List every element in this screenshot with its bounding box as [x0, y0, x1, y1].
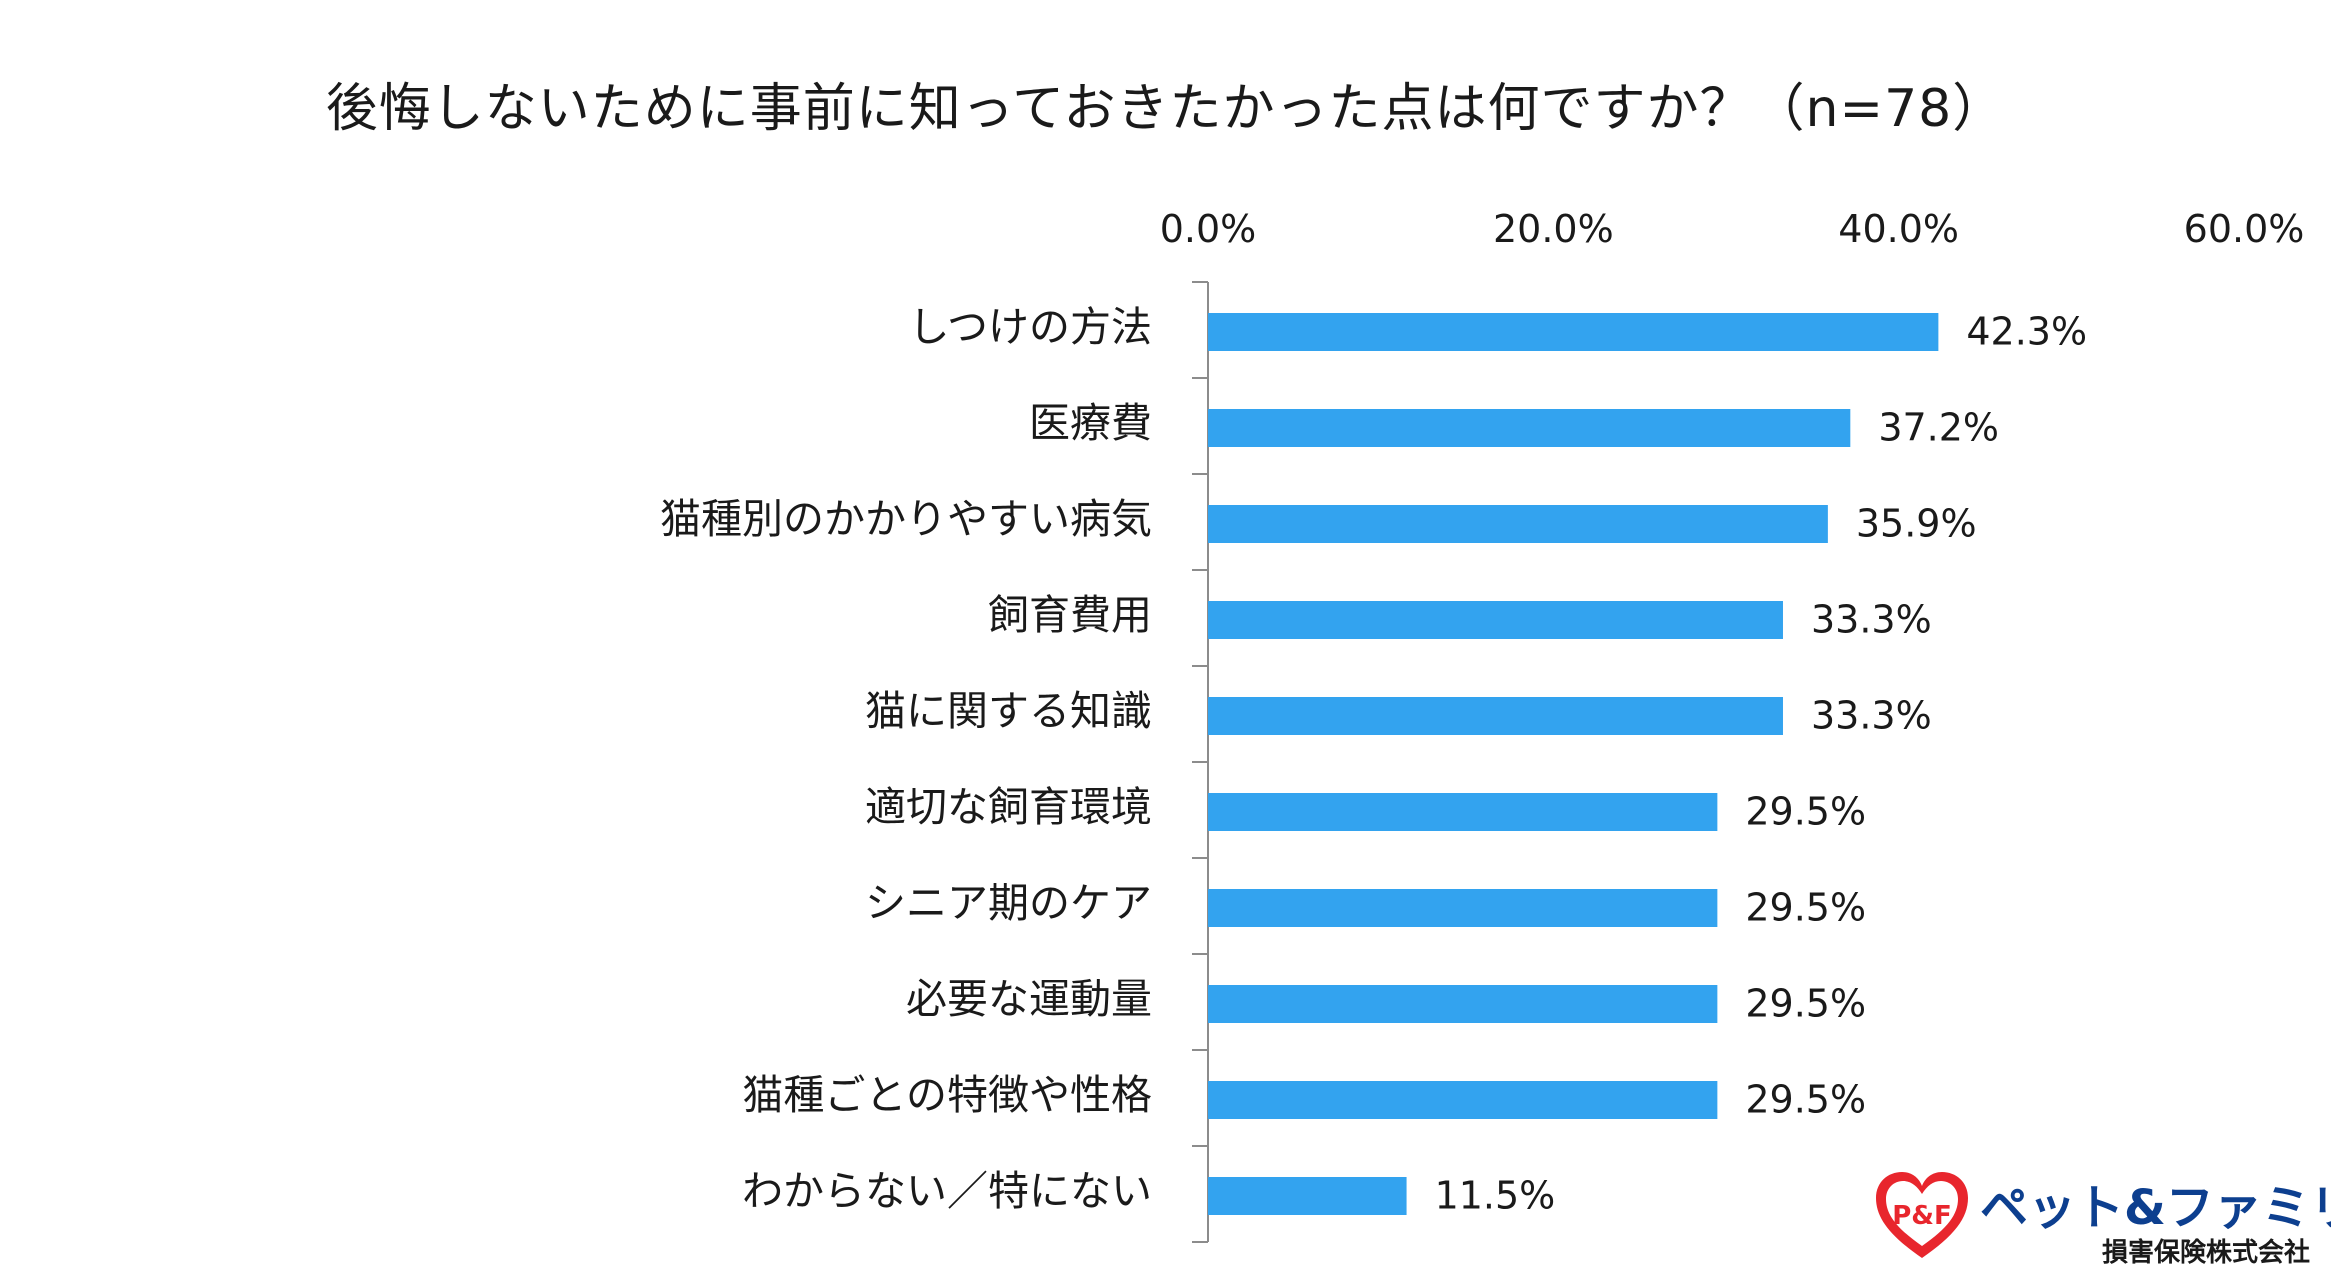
value-label: 29.5%	[1745, 982, 1866, 1026]
y-axis	[1192, 281, 1209, 1243]
category-label: シニア期のケア	[865, 879, 1152, 927]
value-label: 42.3%	[1966, 310, 2087, 354]
bar	[1208, 505, 1828, 543]
logo-mark-text: P&F	[1892, 1201, 1952, 1231]
bar	[1208, 793, 1718, 831]
category-label: 必要な運動量	[906, 975, 1152, 1023]
bars	[1208, 313, 1939, 1215]
bar	[1208, 985, 1718, 1023]
value-labels: 42.3% 37.2% 35.9% 33.3% 33.3% 29.5% 29.5% 29.5%…	[1435, 310, 2088, 1218]
category-label: 猫種別のかかりやすい病気	[660, 495, 1152, 543]
chart-title: 後悔しないために事前に知っておきたかった点は何ですか？（n=78）	[325, 79, 2006, 139]
value-label: 35.9%	[1856, 502, 1977, 546]
value-label: 37.2%	[1878, 406, 1999, 450]
bar	[1208, 409, 1851, 447]
value-label: 33.3%	[1811, 694, 1932, 738]
x-tick-label: 60.0%	[2184, 207, 2305, 251]
x-tick-label: 40.0%	[1838, 207, 1959, 251]
category-label: 飼育費用	[988, 591, 1152, 639]
bar	[1208, 601, 1783, 639]
heart-icon: P&F	[1876, 1172, 1968, 1258]
value-label: 11.5%	[1435, 1174, 1556, 1218]
logo-name: ペット&ファミリー	[1980, 1180, 2331, 1236]
bar	[1208, 1081, 1718, 1119]
company-logo: P&F ペット&ファミリー 損害保険株式会社	[1872, 1166, 2331, 1268]
x-tick-labels: 0.0% 20.0% 40.0% 60.0%	[1160, 207, 2305, 251]
category-labels: しつけの方法医療費猫種別のかかりやすい病気飼育費用猫に関する知識適切な飼育環境シ…	[660, 303, 1152, 1215]
value-label: 29.5%	[1745, 1078, 1866, 1122]
category-label: 医療費	[1029, 399, 1152, 447]
category-label: しつけの方法	[908, 303, 1152, 351]
value-label: 29.5%	[1745, 886, 1866, 930]
category-label: 猫に関する知識	[865, 687, 1152, 735]
bar	[1208, 1177, 1407, 1215]
x-tick-label: 20.0%	[1493, 207, 1614, 251]
x-tick-label: 0.0%	[1160, 207, 1257, 251]
logo-company: 損害保険株式会社	[2101, 1238, 2310, 1268]
category-label: 猫種ごとの特徴や性格	[742, 1071, 1152, 1119]
category-label: わからない／特にない	[742, 1167, 1152, 1215]
value-label: 29.5%	[1745, 790, 1866, 834]
bar	[1208, 697, 1783, 735]
bar	[1208, 313, 1939, 351]
category-label: 適切な飼育環境	[865, 783, 1152, 831]
value-label: 33.3%	[1811, 598, 1932, 642]
bar	[1208, 889, 1718, 927]
